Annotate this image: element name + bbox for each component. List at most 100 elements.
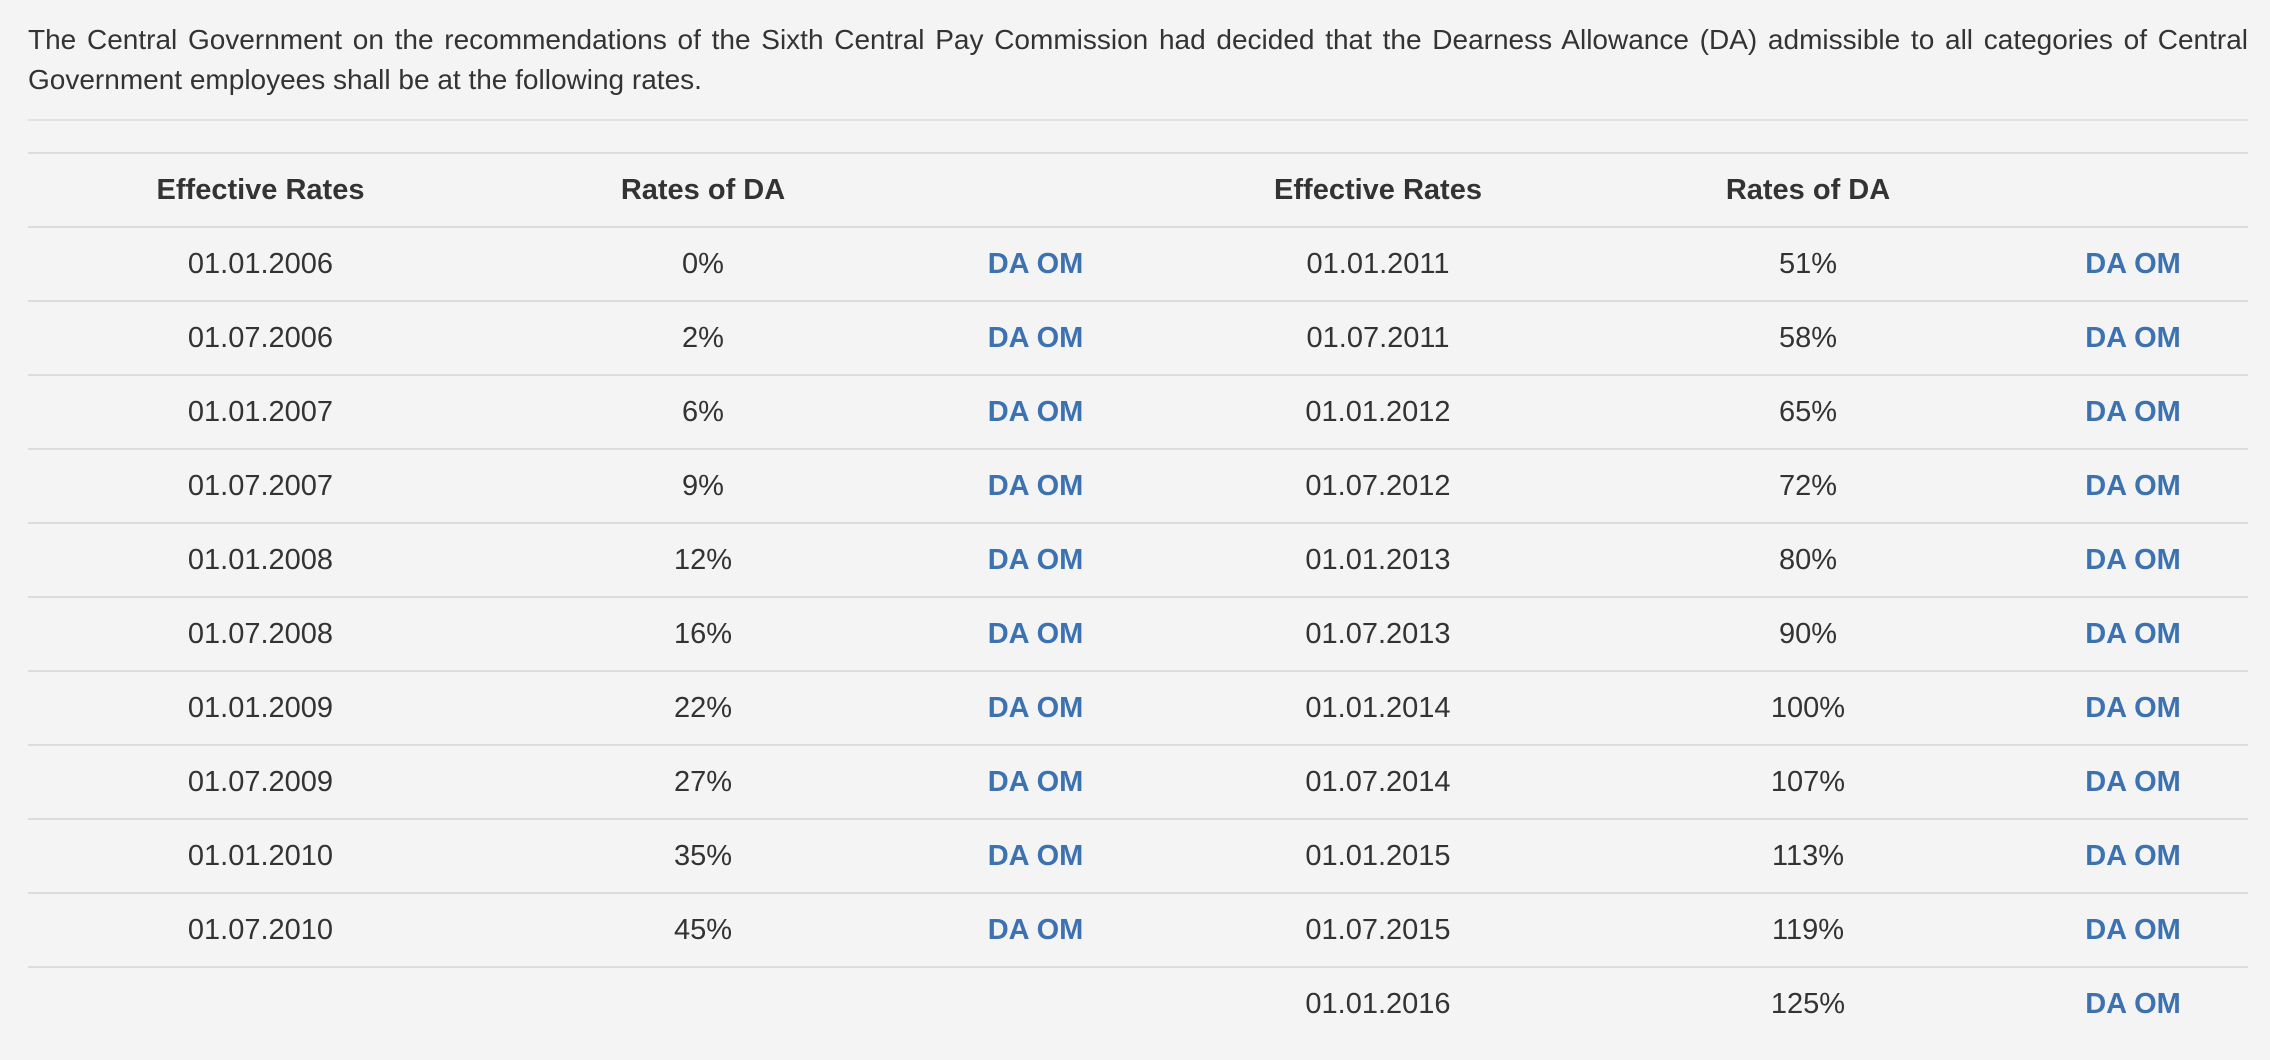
intro-paragraph: The Central Government on the recommenda… — [28, 24, 2248, 95]
divider — [28, 119, 2248, 121]
effective-date-cell: 01.01.2012 — [1158, 374, 1598, 449]
effective-date-cell: 01.07.2011 — [1158, 300, 1598, 375]
table-row: 01.07.2008 16% DA OM 01.07.2013 90% DA OM — [28, 596, 2248, 671]
da-om-link[interactable]: DA OM — [987, 691, 1084, 724]
da-rate-cell: 100% — [1598, 670, 2018, 745]
effective-date-cell: 01.07.2014 — [1158, 744, 1598, 819]
link-cell: DA OM — [2018, 596, 2248, 671]
da-rate-cell: 119% — [1598, 892, 2018, 967]
da-om-link[interactable]: DA OM — [2085, 988, 2181, 1020]
effective-date-cell: 01.01.2011 — [1158, 226, 1598, 301]
link-cell: DA OM — [913, 818, 1158, 893]
link-cell: DA OM — [913, 744, 1158, 819]
table-row: 01.01.2010 35% DA OM 01.01.2015 113% DA OM — [28, 818, 2248, 893]
da-om-link[interactable]: DA OM — [987, 839, 1084, 872]
effective-date-cell: 01.07.2008 — [28, 596, 493, 671]
link-cell: DA OM — [2018, 522, 2248, 597]
effective-date-cell: 01.01.2010 — [28, 818, 493, 893]
header-rates-of-da-right: Rates of DA — [1598, 152, 2018, 227]
da-om-link[interactable]: DA OM — [987, 247, 1084, 280]
link-cell: DA OM — [2018, 892, 2248, 967]
da-rate-cell: 113% — [1598, 818, 2018, 893]
table-row: 01.07.2007 9% DA OM 01.07.2012 72% DA OM — [28, 448, 2248, 523]
da-om-link[interactable]: DA OM — [987, 321, 1084, 354]
da-om-link[interactable]: DA OM — [2085, 469, 2181, 502]
effective-date-cell: 01.01.2007 — [28, 374, 493, 449]
da-rate-cell: 2% — [493, 300, 913, 375]
da-rate-cell: 0% — [493, 226, 913, 301]
table-row: 01.01.2008 12% DA OM 01.01.2013 80% DA OM — [28, 522, 2248, 597]
link-cell: DA OM — [2018, 670, 2248, 745]
effective-date-cell: 01.07.2006 — [28, 300, 493, 375]
da-om-link[interactable]: DA OM — [2085, 691, 2181, 724]
link-cell: DA OM — [2018, 226, 2248, 301]
da-om-link[interactable]: DA OM — [2085, 247, 2181, 280]
header-effective-rates-left: Effective Rates — [28, 152, 493, 227]
link-cell: DA OM — [913, 522, 1158, 597]
effective-date-cell: 01.07.2007 — [28, 448, 493, 523]
da-om-link[interactable]: DA OM — [987, 765, 1084, 798]
table-row: 01.01.2007 6% DA OM 01.01.2012 65% DA OM — [28, 374, 2248, 449]
da-om-link[interactable]: DA OM — [2085, 839, 2181, 872]
da-rate-cell: 107% — [1598, 744, 2018, 819]
da-rate-cell: 12% — [493, 522, 913, 597]
table-row: 01.07.2010 45% DA OM 01.07.2015 119% DA OM — [28, 892, 2248, 967]
da-rate-cell: 72% — [1598, 448, 2018, 523]
da-rates-table: Effective Rates Rates of DA Effective Ra… — [28, 152, 2248, 1041]
da-rate-cell: 22% — [493, 670, 913, 745]
link-cell — [913, 966, 1158, 1041]
effective-date-cell: 01.01.2016 — [1158, 966, 1598, 1041]
effective-date-cell: 01.07.2012 — [1158, 448, 1598, 523]
table-body: 01.01.2006 0% DA OM 01.01.2011 51% DA OM 01.07… — [28, 226, 2248, 1041]
header-rates-of-da-left: Rates of DA — [493, 152, 913, 227]
da-rate-cell: 45% — [493, 892, 913, 967]
effective-date-cell: 01.01.2013 — [1158, 522, 1598, 597]
effective-date-cell: 01.07.2015 — [1158, 892, 1598, 967]
da-om-link[interactable]: DA OM — [987, 543, 1084, 576]
effective-date-cell: 01.01.2006 — [28, 226, 493, 301]
da-om-link[interactable]: DA OM — [987, 913, 1084, 946]
effective-date-cell: 01.01.2008 — [28, 522, 493, 597]
da-rate-cell: 125% — [1598, 966, 2018, 1041]
effective-date-cell: 01.07.2013 — [1158, 596, 1598, 671]
table-header-row: Effective Rates Rates of DA Effective Ra… — [28, 152, 2248, 227]
da-rate-cell: 6% — [493, 374, 913, 449]
link-cell: DA OM — [2018, 966, 2248, 1041]
da-om-link[interactable]: DA OM — [987, 469, 1084, 502]
link-cell: DA OM — [913, 300, 1158, 375]
header-link-right — [2018, 152, 2248, 227]
da-rate-cell: 58% — [1598, 300, 2018, 375]
link-cell: DA OM — [2018, 818, 2248, 893]
da-om-link[interactable]: DA OM — [2085, 913, 2181, 946]
table-row: 01.01.2009 22% DA OM 01.01.2014 100% DA OM — [28, 670, 2248, 745]
da-rate-cell: 80% — [1598, 522, 2018, 597]
link-cell: DA OM — [913, 670, 1158, 745]
da-om-link[interactable]: DA OM — [987, 395, 1084, 428]
da-rate-cell — [493, 966, 913, 1041]
link-cell: DA OM — [2018, 744, 2248, 819]
link-cell: DA OM — [913, 448, 1158, 523]
table-row: 01.01.2016 125% DA OM — [28, 966, 2248, 1041]
da-om-link[interactable]: DA OM — [2085, 765, 2181, 798]
da-om-link[interactable]: DA OM — [2085, 543, 2181, 576]
effective-date-cell: 01.01.2015 — [1158, 818, 1598, 893]
header-effective-rates-right: Effective Rates — [1158, 152, 1598, 227]
link-cell: DA OM — [913, 226, 1158, 301]
da-om-link[interactable]: DA OM — [2085, 321, 2181, 354]
da-rate-cell: 27% — [493, 744, 913, 819]
da-rate-cell: 16% — [493, 596, 913, 671]
link-cell: DA OM — [913, 892, 1158, 967]
da-rate-cell: 51% — [1598, 226, 2018, 301]
effective-date-cell: 01.07.2009 — [28, 744, 493, 819]
da-rate-cell: 90% — [1598, 596, 2018, 671]
da-om-link[interactable]: DA OM — [987, 617, 1084, 650]
effective-date-cell — [28, 966, 493, 1041]
table-row: 01.07.2006 2% DA OM 01.07.2011 58% DA OM — [28, 300, 2248, 375]
da-rate-cell: 9% — [493, 448, 913, 523]
link-cell: DA OM — [2018, 448, 2248, 523]
effective-date-cell: 01.01.2009 — [28, 670, 493, 745]
da-rate-cell: 65% — [1598, 374, 2018, 449]
link-cell: DA OM — [913, 374, 1158, 449]
da-om-link[interactable]: DA OM — [2085, 395, 2181, 428]
da-om-link[interactable]: DA OM — [2085, 617, 2181, 650]
